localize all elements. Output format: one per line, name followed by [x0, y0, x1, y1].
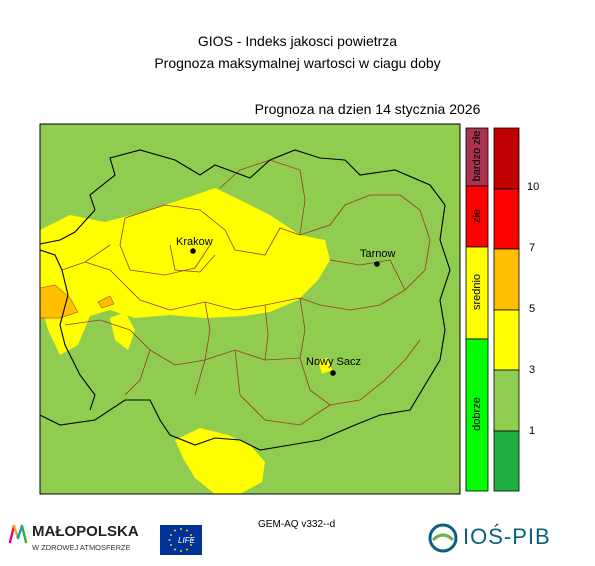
map-title: GIOS - Indeks jakosci powietrza — [197, 33, 398, 49]
legend-category-bar — [465, 127, 489, 492]
city-marker-nowy-sacz — [330, 370, 336, 376]
legend-category-moderate: srednio — [471, 273, 483, 311]
region-boundary — [39, 149, 451, 451]
city-label-nowy-sacz: Nowy Sacz — [306, 356, 362, 368]
legend-tick-7: 7 — [529, 242, 536, 254]
moderate-zones — [40, 188, 332, 494]
malopolska-logo — [8, 524, 28, 544]
legend-category-good: dobrze — [471, 397, 483, 431]
legend-category-very-bad: bardzo złe — [471, 130, 483, 182]
eu-life-text: LIFE — [178, 536, 195, 545]
map-subtitle: Prognoza maksymalnej wartosci w ciagu do… — [154, 55, 441, 71]
legend-category-bad: złe — [471, 208, 483, 224]
iospib-logo — [428, 523, 458, 553]
county-borders — [61, 159, 431, 426]
legend-tick-5: 5 — [529, 303, 536, 315]
city-marker-tarnow — [374, 261, 380, 267]
legend-tick-10: 10 — [527, 181, 540, 193]
legend-scale-bar — [493, 127, 520, 492]
legend-tick-3: 3 — [529, 364, 536, 376]
city-label-krakow: Krakow — [176, 236, 213, 248]
city-marker-krakow — [190, 248, 196, 254]
malopolska-tagline: W ZDROWEJ ATMOSFERZE — [32, 543, 131, 552]
legend-tick-1: 1 — [529, 425, 536, 437]
model-version: GEM-AQ v332--d — [258, 519, 336, 530]
eu-life-logo — [160, 525, 202, 555]
iospib-name: IOŚ-PIB — [463, 524, 551, 549]
malopolska-name: MAŁOPOLSKA — [32, 523, 139, 540]
forecast-date: Prognoza na dzien 14 stycznia 2026 — [254, 101, 481, 117]
map-frame — [39, 123, 461, 495]
city-label-tarnow: Tarnow — [360, 248, 396, 260]
